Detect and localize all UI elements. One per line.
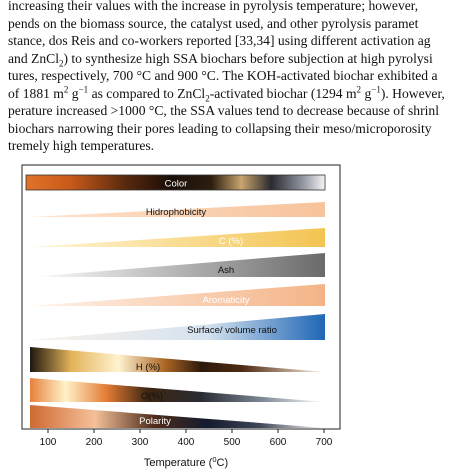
- text-line-content: increasing their values with the increas…: [8, 0, 419, 13]
- text-line-content: of 1881 m: [8, 85, 64, 101]
- text-line-content: pends on the biomass source, the catalys…: [8, 15, 419, 31]
- bar-label-color: Color: [165, 179, 188, 190]
- superscript: 2: [63, 84, 69, 94]
- ash-wedge: [30, 253, 325, 277]
- bar-label-hydrophobicity: Hidrophobicity: [146, 207, 206, 218]
- x-tick-label: 300: [132, 437, 149, 448]
- x-axis-label: Temperature (0C): [144, 455, 228, 469]
- x-tick-label: 600: [270, 437, 287, 448]
- hydrogen-content-wedge: [30, 347, 325, 372]
- polarity-wedge: [30, 405, 325, 428]
- text-line-content: and ZnCl: [8, 50, 59, 66]
- hydrophobicity-wedge: [30, 202, 325, 217]
- superscript: 2: [356, 84, 362, 94]
- article-text: increasing their values with the increas…: [8, 0, 474, 155]
- x-tick-label: 100: [40, 437, 57, 448]
- text-line-7: perature increased >1000 °C, the SSA val…: [8, 102, 474, 120]
- text-line-9: tremely high temperatures.: [8, 137, 474, 155]
- text-line-content: g: [361, 85, 372, 101]
- subscript: 2: [58, 58, 64, 67]
- x-tick-label: 200: [86, 437, 103, 448]
- text-line-content: as compared to ZnCl: [88, 85, 206, 101]
- text-line-8: biochars narrowing their pores leading t…: [8, 120, 474, 138]
- text-line-3: stance, dos Reis and co-workers reported…: [8, 32, 474, 50]
- bar-label-ash: Ash: [218, 265, 234, 276]
- text-line-1: increasing their values with the increas…: [8, 0, 474, 15]
- text-line-content: stance, dos Reis and co-workers reported…: [8, 33, 431, 48]
- text-line-content: biochars narrowing their pores leading t…: [8, 120, 432, 136]
- color-gradient-bar: [25, 174, 326, 191]
- bar-label-carbon: C (%): [219, 236, 243, 247]
- x-axis-label-main: Temperature (: [144, 457, 213, 469]
- x-tick-label: 700: [316, 437, 333, 448]
- bar-label-surface-volume: Surface/ volume ratio: [187, 325, 277, 336]
- text-line-content: tremely high temperatures.: [8, 138, 155, 153]
- x-axis-tick-labels: 100 200 300 400 500 600 700: [40, 437, 333, 448]
- text-line-content: ). However,: [380, 85, 445, 101]
- bar-label-polarity: Polarity: [139, 416, 171, 427]
- text-line-2: pends on the biomass source, the catalys…: [8, 15, 474, 33]
- text-line-content: perature increased >1000 °C, the SSA val…: [8, 103, 439, 118]
- subscript: 2: [205, 93, 210, 102]
- bar-label-aromaticity: Aromaticity: [203, 295, 250, 306]
- carbon-content-wedge: [30, 228, 325, 247]
- x-axis-label-unit: C): [217, 457, 229, 469]
- x-tick-label: 400: [178, 437, 195, 448]
- oxygen-content-wedge: [30, 378, 325, 402]
- text-line-content: g: [68, 85, 79, 101]
- text-line-5: tures, respectively, 700 °C and 900 °C. …: [8, 67, 474, 85]
- superscript: −1: [78, 84, 89, 94]
- x-tick-label: 500: [224, 437, 241, 448]
- surface-volume-ratio-wedge: [30, 314, 325, 340]
- superscript: −1: [371, 84, 381, 94]
- text-line-content: ) to synthesize high SSA biochars before…: [63, 50, 433, 66]
- text-line-4: and ZnCl2) to synthesize high SSA biocha…: [8, 50, 474, 68]
- x-axis-ticks: [47, 429, 325, 433]
- x-axis-label-degree: 0: [212, 455, 216, 464]
- aromaticity-wedge: [30, 284, 325, 306]
- bar-label-oxygen: O(%): [141, 391, 163, 402]
- text-line-content: tures, respectively, 700 °C and 900 °C. …: [8, 68, 438, 83]
- bar-label-hydrogen: H (%): [136, 362, 160, 373]
- text-line-6: of 1881 m2 g−1 as compared to ZnCl2-acti…: [8, 85, 474, 103]
- text-line-content: -activated biochar (1294 m: [209, 85, 357, 101]
